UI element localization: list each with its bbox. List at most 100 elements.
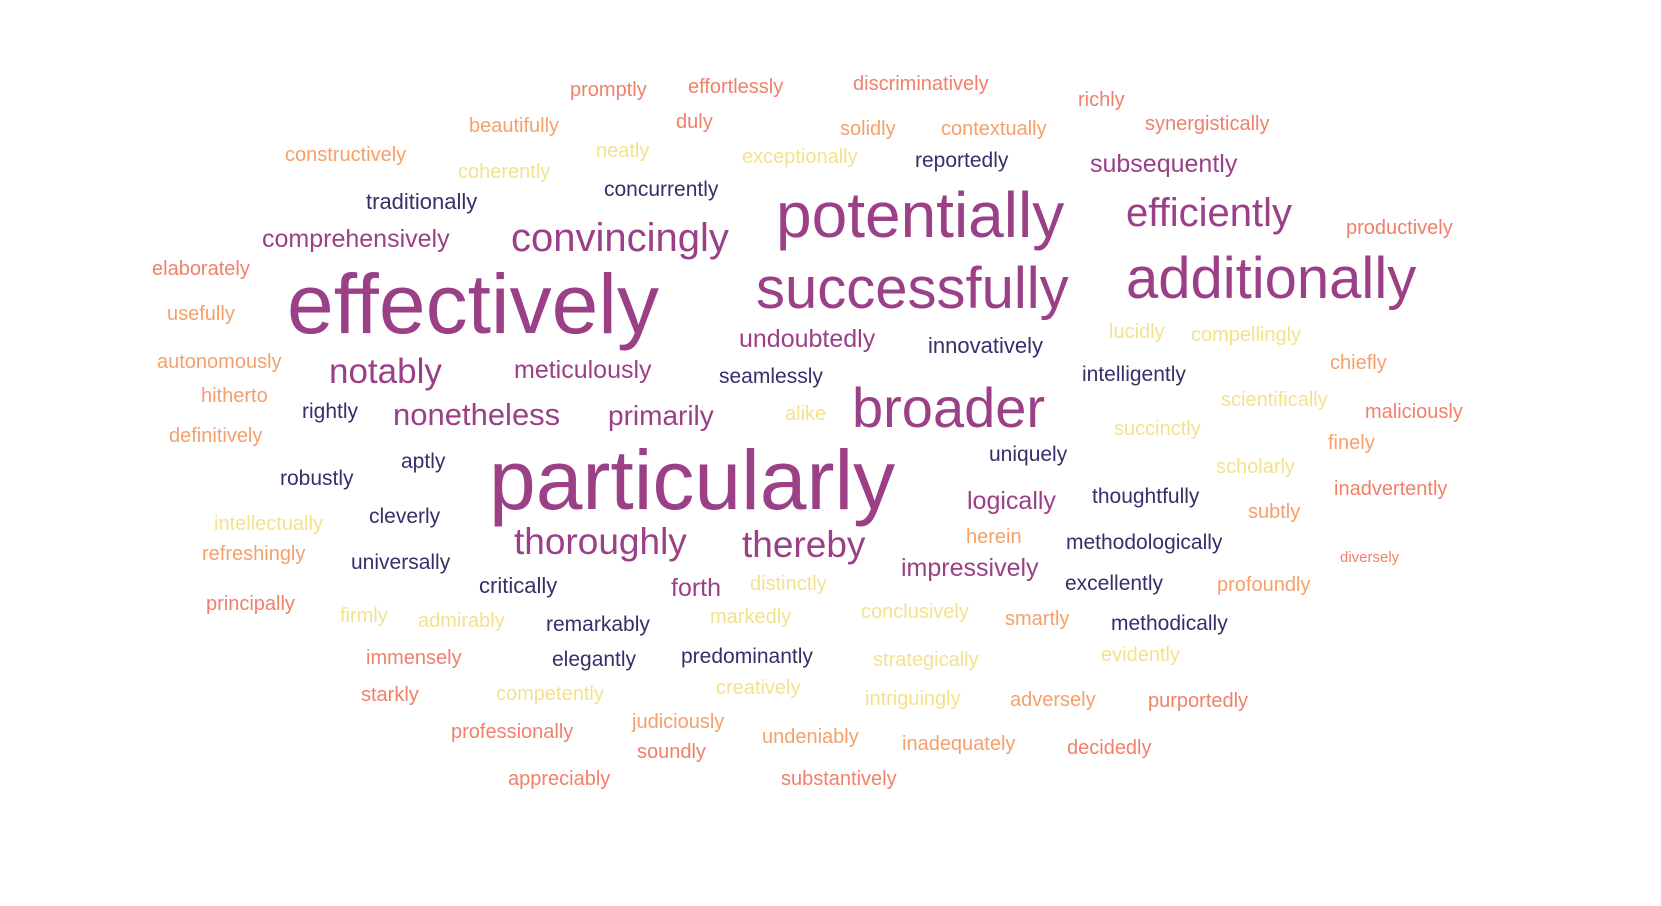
word-undoubtedly: undoubtedly <box>739 325 876 353</box>
word-succinctly: succinctly <box>1114 418 1201 440</box>
word-synergistically: synergistically <box>1145 113 1270 135</box>
word-primarily: primarily <box>608 400 714 431</box>
word-concurrently: concurrently <box>604 178 719 201</box>
word-solidly: solidly <box>840 118 896 140</box>
word-comprehensively: comprehensively <box>262 225 450 253</box>
word-methodologically: methodologically <box>1066 531 1223 554</box>
word-exceptionally: exceptionally <box>742 146 858 168</box>
word-thereby: thereby <box>742 524 866 565</box>
word-particularly: particularly <box>489 433 896 527</box>
word-seamlessly: seamlessly <box>719 365 823 388</box>
word-competently: competently <box>496 683 604 705</box>
word-convincingly: convincingly <box>511 216 729 260</box>
word-compellingly: compellingly <box>1191 324 1302 346</box>
word-elegantly: elegantly <box>552 648 637 671</box>
word-diversely: diversely <box>1340 549 1400 566</box>
word-judiciously: judiciously <box>632 711 725 733</box>
word-neatly: neatly <box>596 140 650 162</box>
word-scientifically: scientifically <box>1221 389 1328 411</box>
word-critically: critically <box>479 573 558 598</box>
word-finely: finely <box>1328 432 1375 454</box>
word-thoroughly: thoroughly <box>514 521 687 562</box>
word-decidedly: decidedly <box>1067 737 1152 759</box>
word-rightly: rightly <box>302 400 359 423</box>
word-intriguingly: intriguingly <box>865 688 961 710</box>
word-distinctly: distinctly <box>750 573 827 595</box>
word-refreshingly: refreshingly <box>202 543 306 565</box>
word-principally: principally <box>206 593 295 615</box>
word-subsequently: subsequently <box>1090 150 1238 178</box>
word-beautifully: beautifully <box>469 115 560 137</box>
word-broader: broader <box>852 376 1046 439</box>
word-alike: alike <box>785 403 827 425</box>
word-adversely: adversely <box>1010 689 1096 711</box>
word-forth: forth <box>671 574 722 602</box>
word-usefully: usefully <box>167 303 235 325</box>
word-notably: notably <box>329 352 442 391</box>
word-definitively: definitively <box>169 425 263 447</box>
word-hitherto: hitherto <box>201 385 268 407</box>
word-logically: logically <box>967 487 1056 515</box>
word-substantively: substantively <box>781 768 897 790</box>
word-effortlessly: effortlessly <box>688 76 784 98</box>
word-excellently: excellently <box>1065 572 1164 595</box>
word-autonomously: autonomously <box>157 351 282 373</box>
word-intellectually: intellectually <box>214 513 323 535</box>
word-aptly: aptly <box>401 450 446 473</box>
word-successfully: successfully <box>756 256 1069 321</box>
word-traditionally: traditionally <box>366 189 478 214</box>
word-universally: universally <box>351 551 451 574</box>
word-evidently: evidently <box>1101 644 1180 666</box>
word-firmly: firmly <box>340 605 388 627</box>
word-admirably: admirably <box>418 610 505 632</box>
word-intelligently: intelligently <box>1082 363 1186 386</box>
word-constructively: constructively <box>285 144 407 166</box>
word-impressively: impressively <box>901 554 1039 582</box>
word-inadvertently: inadvertently <box>1334 478 1448 500</box>
word-nonetheless: nonetheless <box>393 397 561 432</box>
word-uniquely: uniquely <box>989 443 1068 466</box>
word-professionally: professionally <box>451 721 574 743</box>
word-contextually: contextually <box>941 118 1047 140</box>
word-subtly: subtly <box>1248 501 1301 523</box>
word-markedly: markedly <box>710 606 792 628</box>
word-purportedly: purportedly <box>1148 690 1249 712</box>
word-chiefly: chiefly <box>1330 352 1387 374</box>
word-thoughtfully: thoughtfully <box>1092 485 1200 508</box>
word-strategically: strategically <box>873 649 979 671</box>
word-efficiently: efficiently <box>1126 191 1293 235</box>
word-productively: productively <box>1346 217 1453 239</box>
word-effectively: effectively <box>287 257 659 351</box>
word-inadequately: inadequately <box>902 733 1016 755</box>
word-undeniably: undeniably <box>762 726 859 748</box>
word-lucidly: lucidly <box>1109 321 1165 343</box>
word-reportedly: reportedly <box>915 149 1009 172</box>
word-robustly: robustly <box>280 467 354 490</box>
word-smartly: smartly <box>1005 608 1070 630</box>
word-promptly: promptly <box>570 79 647 101</box>
word-scholarly: scholarly <box>1216 456 1295 478</box>
word-innovatively: innovatively <box>928 333 1043 358</box>
word-maliciously: maliciously <box>1365 401 1463 423</box>
word-cleverly: cleverly <box>369 505 441 528</box>
word-additionally: additionally <box>1126 246 1417 311</box>
word-methodically: methodically <box>1111 612 1228 635</box>
word-herein: herein <box>966 526 1022 548</box>
word-creatively: creatively <box>716 677 801 699</box>
word-profoundly: profoundly <box>1217 574 1311 596</box>
word-conclusively: conclusively <box>861 601 969 623</box>
word-remarkably: remarkably <box>546 613 650 636</box>
word-soundly: soundly <box>637 741 706 763</box>
word-meticulously: meticulously <box>514 356 652 384</box>
word-coherently: coherently <box>458 161 551 183</box>
word-elaborately: elaborately <box>152 258 250 280</box>
word-appreciably: appreciably <box>508 768 611 790</box>
word-discriminatively: discriminatively <box>853 73 989 95</box>
word-immensely: immensely <box>366 647 462 669</box>
word-predominantly: predominantly <box>681 645 813 668</box>
word-richly: richly <box>1078 89 1125 111</box>
word-starkly: starkly <box>361 684 419 706</box>
word-potentially: potentially <box>776 179 1065 251</box>
word-duly: duly <box>676 111 713 133</box>
